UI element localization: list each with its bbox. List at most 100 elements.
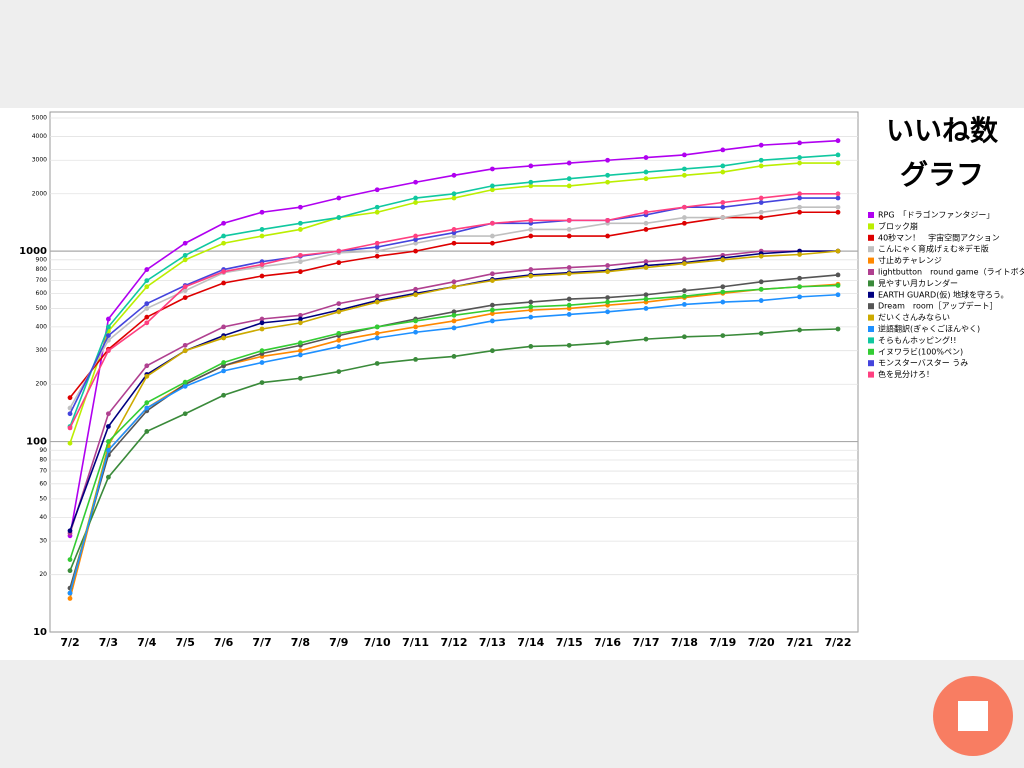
data-point — [106, 348, 111, 354]
data-point — [605, 172, 610, 178]
data-point — [605, 263, 610, 268]
data-point — [182, 284, 188, 290]
data-point — [835, 248, 841, 254]
data-point — [221, 269, 227, 275]
data-point — [259, 348, 265, 354]
data-point — [106, 316, 111, 322]
data-point — [451, 309, 457, 315]
data-point — [490, 348, 495, 354]
chart-title: いいね数 — [886, 114, 999, 147]
legend-swatch — [868, 314, 874, 321]
chart-title: グラフ — [900, 158, 984, 191]
data-point — [298, 259, 303, 265]
legend-swatch — [868, 291, 874, 298]
data-point — [67, 440, 73, 446]
data-point — [643, 227, 649, 232]
data-point — [566, 227, 572, 232]
data-point — [413, 329, 418, 335]
data-point — [144, 405, 150, 411]
legend-swatch — [868, 269, 874, 275]
data-point — [605, 179, 610, 185]
data-point — [797, 252, 802, 257]
data-point — [67, 425, 73, 431]
data-point — [758, 286, 764, 292]
data-point — [182, 379, 188, 385]
data-point — [221, 360, 227, 365]
data-point — [566, 160, 572, 166]
data-point — [182, 257, 188, 263]
data-point — [528, 183, 534, 189]
data-point — [758, 330, 764, 336]
data-point — [451, 233, 457, 239]
data-point — [758, 253, 764, 259]
data-point — [797, 327, 802, 333]
y-tick-label: 60 — [39, 480, 47, 487]
x-tick-label: 7/3 — [99, 636, 118, 649]
data-point — [605, 340, 610, 346]
data-point — [413, 195, 418, 201]
data-point — [566, 342, 572, 348]
data-point — [182, 342, 188, 348]
legend-label: lightbutton round game（ライトボタン — [878, 268, 1024, 277]
data-point — [298, 220, 303, 226]
data-point — [720, 204, 726, 210]
x-tick-label: 7/12 — [441, 636, 468, 649]
data-point — [643, 306, 649, 311]
data-point — [182, 383, 188, 389]
data-point — [643, 155, 649, 160]
data-point — [682, 172, 687, 178]
data-point — [451, 227, 457, 232]
data-point — [298, 252, 303, 258]
data-point — [413, 286, 418, 292]
data-point — [221, 335, 227, 341]
legend-label: イヌワラビ(100%ペン) — [878, 347, 963, 356]
data-point — [720, 163, 726, 169]
data-point — [720, 299, 726, 305]
y-tick-label: 300 — [36, 347, 48, 354]
data-point — [451, 195, 457, 201]
data-point — [374, 209, 380, 215]
legend-swatch — [868, 246, 874, 253]
data-point — [758, 279, 764, 285]
data-point — [221, 368, 227, 374]
data-point — [106, 439, 111, 444]
data-point — [374, 253, 380, 259]
data-point — [835, 292, 841, 298]
data-point — [298, 352, 303, 358]
legend-swatch — [868, 360, 874, 367]
legend-label: Dream room［アップデート］ — [878, 301, 998, 311]
data-point — [797, 160, 802, 166]
stop-icon[interactable] — [958, 701, 988, 731]
data-point — [643, 265, 649, 270]
data-point — [259, 273, 265, 279]
data-point — [67, 411, 73, 417]
data-point — [528, 273, 534, 279]
data-point — [298, 375, 303, 381]
data-point — [528, 299, 534, 305]
data-point — [67, 405, 73, 411]
y-tick-label: 700 — [36, 277, 48, 284]
stop-button[interactable] — [933, 676, 1013, 756]
data-point — [182, 348, 188, 354]
data-point — [643, 259, 649, 265]
data-point — [643, 336, 649, 342]
y-tick-label: 50 — [39, 495, 47, 502]
data-point — [682, 293, 687, 299]
data-point — [566, 312, 572, 317]
data-point — [374, 335, 380, 341]
y-tick-label: 1000 — [19, 246, 47, 257]
legend-swatch — [868, 303, 874, 310]
data-point — [298, 348, 303, 354]
data-point — [336, 369, 342, 374]
data-point — [182, 240, 188, 246]
data-point — [374, 240, 380, 246]
data-point — [605, 157, 610, 163]
data-point — [528, 267, 534, 272]
x-tick-label: 7/7 — [252, 636, 271, 649]
data-point — [758, 157, 764, 163]
data-point — [413, 292, 418, 298]
data-point — [336, 301, 342, 307]
data-point — [566, 176, 572, 182]
data-point — [566, 183, 572, 189]
data-point — [643, 176, 649, 182]
